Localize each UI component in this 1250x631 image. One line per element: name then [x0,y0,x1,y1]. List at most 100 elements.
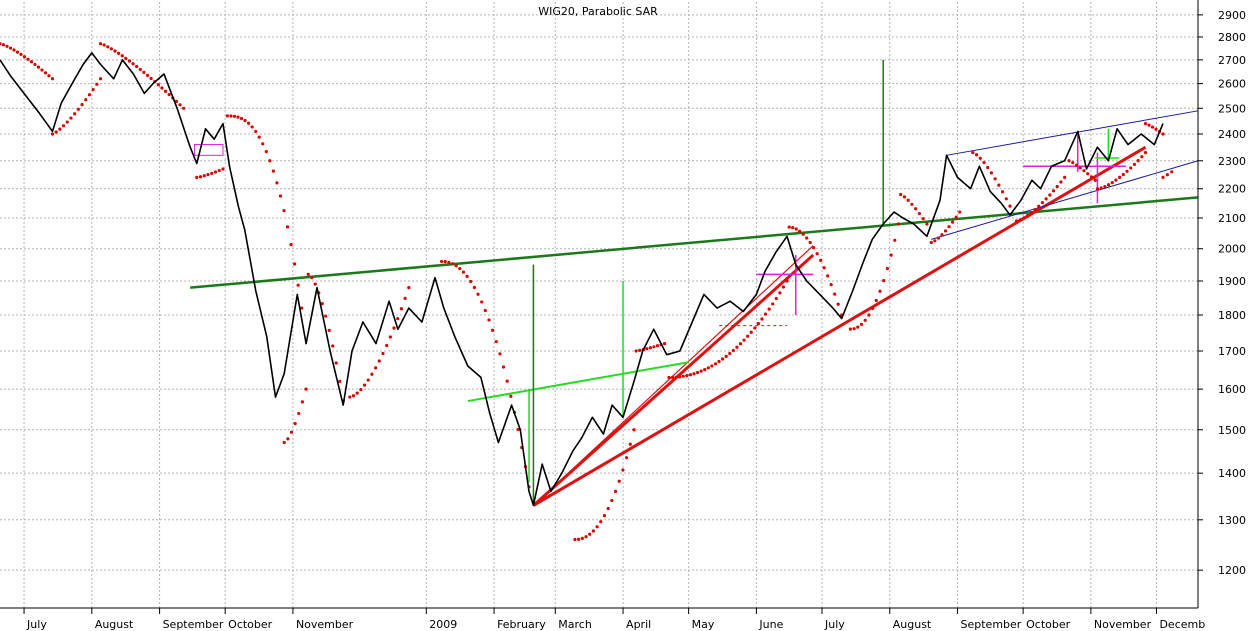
sar-dot [392,326,396,330]
sar-dot [1082,169,1086,173]
sar-dot [95,82,99,86]
sar-dot [902,195,907,199]
sar-dot [491,328,495,332]
sar-dot [753,326,757,330]
sar-dot [1029,211,1033,215]
sar-dot [756,322,760,326]
sar-dot [863,318,867,322]
sar-dot [819,258,823,262]
sar-dot [213,170,218,174]
x-tick-label: June [758,618,783,631]
sar-dot [195,175,199,179]
sar-dot [774,296,778,301]
sar-dot [1093,178,1097,182]
sar-dot [742,338,746,342]
sar-dot [300,400,305,404]
sar-dot [149,76,153,81]
sar-dot [573,537,577,542]
y-tick-label: 2100 [1218,212,1246,225]
sar-dot [1140,155,1144,159]
trendline [946,110,1199,156]
sar-dot [443,260,447,264]
sar-dot [36,65,41,69]
sar-dot [246,121,251,125]
sar-dot [695,370,700,375]
sar-dot [610,498,614,503]
sar-dot [1136,159,1140,163]
sar-dot [1121,172,1125,177]
sar-dot [454,264,458,268]
sar-dot [388,335,392,339]
sar-dot [254,129,258,134]
sar-dot [826,274,830,278]
sar-dot [599,520,603,524]
sar-dot [145,73,150,77]
sar-dot [591,529,595,533]
sar-dot [717,359,721,364]
sar-dot [268,159,272,163]
y-tick-label: 2900 [1218,9,1246,22]
sar-dot [856,325,860,329]
sar-dot [577,537,581,541]
sar-dot [798,229,802,233]
trendline [467,361,689,403]
sar-dot [348,395,352,399]
sar-dot [113,49,117,53]
x-tick-label: September [163,618,224,631]
sar-dot [584,535,588,539]
x-tick-label: November [296,618,354,631]
sar-dot [580,536,584,540]
y-tick-labels: 1200 1300 1400 1500 1600 1700 1800 1900 2000 2100… [1198,9,1246,577]
sar-dot [910,202,914,206]
sar-dot [1170,170,1174,174]
sar-dot [688,373,693,377]
sar-dot [469,279,473,284]
sar-dot [501,365,506,369]
sar-dot [236,115,240,119]
sar-dot [632,428,636,432]
sar-dot [476,292,480,296]
sar-dot [275,181,279,185]
sar-dot [472,285,476,290]
sar-dot [54,130,58,134]
sar-dot [833,292,837,296]
trendline [533,245,814,506]
sar-dot [899,192,903,197]
sar-dot [634,349,638,353]
sar-dot [746,334,750,338]
sar-dot [26,57,30,61]
marker-rectangle [194,144,224,156]
sar-dot [735,345,739,349]
sar-dot [781,285,786,289]
sar-dot [638,348,642,352]
sar-dot [439,259,444,264]
sar-dot [19,52,23,56]
sar-dot [805,236,809,240]
x-tick-label: October [1026,618,1070,631]
x-tick-label: November [1094,618,1152,631]
sar-dot [871,306,875,311]
sar-dot [351,394,356,398]
sar-dot [15,50,20,54]
sar-dot [80,103,84,107]
sar-dot [1048,193,1052,197]
sar-dot [703,367,707,372]
sar-dot [324,314,328,318]
sar-dot [678,375,682,379]
sar-dot [1165,173,1169,177]
sar-dot [163,89,168,93]
sar-dot [681,374,685,378]
sar-dot [407,286,411,290]
sar-dot [282,209,286,213]
sar-dot [73,112,77,116]
sar-dot [286,437,290,441]
sar-dot [106,45,110,49]
sar-dot [202,174,206,178]
sar-dot [1055,184,1059,189]
sar-dot [1125,169,1129,173]
sar-dot [61,124,66,128]
sar-dot [791,225,795,230]
sar-dot [974,153,979,157]
sar-dot [331,344,335,348]
